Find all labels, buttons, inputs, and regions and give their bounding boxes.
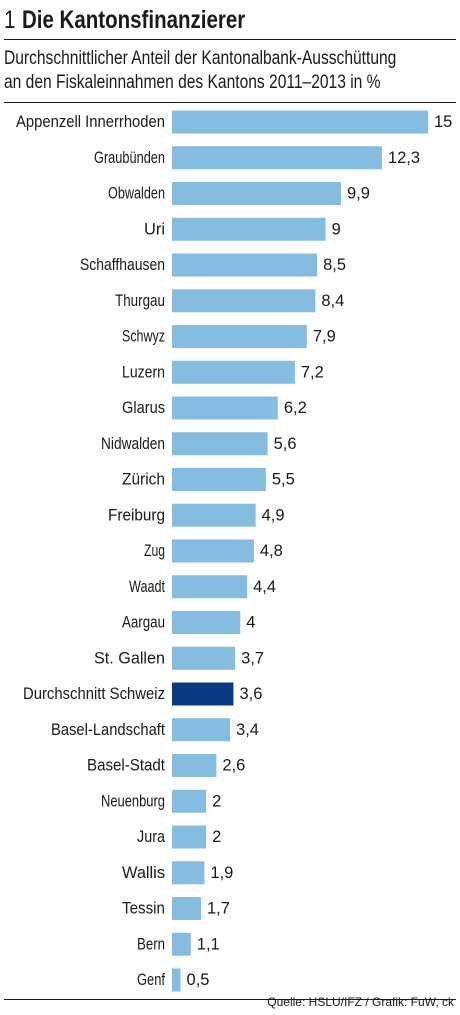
value-label: 4: [246, 614, 255, 632]
category-label: Thurgau: [115, 292, 165, 310]
value-label: 5,6: [274, 435, 297, 453]
category-label: Appenzell Innerrhoden: [16, 113, 165, 131]
bar: [172, 968, 181, 992]
value-label: 4,8: [260, 542, 283, 560]
value-label: 8,5: [323, 256, 346, 274]
category-label: Schwyz: [122, 328, 165, 346]
value-label: 1,1: [197, 935, 220, 953]
category-label: Zürich: [122, 471, 165, 489]
bar: [172, 325, 307, 348]
category-label: Obwalden: [108, 185, 165, 203]
category-label: Basel-Stadt: [87, 757, 165, 775]
bar: [172, 253, 318, 277]
value-label: 9,9: [347, 185, 370, 203]
bar: [172, 217, 326, 241]
bar: [172, 611, 241, 634]
value-label: 3,4: [236, 721, 259, 739]
bar: [172, 575, 248, 599]
category-label: Zug: [144, 542, 165, 560]
category-label: St. Gallen: [94, 649, 165, 667]
subtitle-line-2: an den Fiskaleinnahmen des Kantons 2011–…: [4, 72, 381, 93]
chart-title-text: Die Kantonsfinanzierer: [21, 6, 246, 34]
bar: [172, 468, 266, 491]
value-label: 5,5: [272, 471, 295, 489]
value-label: 7,2: [301, 363, 324, 381]
bar: [172, 146, 382, 170]
bar: [172, 789, 207, 813]
value-label: 7,9: [313, 328, 336, 346]
chart-title: 1 Die Kantonsfinanzierer: [4, 4, 375, 36]
category-label: Uri: [144, 220, 165, 238]
category-label: Wallis: [122, 864, 165, 882]
bar: [172, 110, 428, 134]
category-label: Nidwalden: [101, 435, 165, 453]
category-label: Basel-Landschaft: [51, 721, 165, 739]
category-label: Schaffhausen: [80, 256, 165, 274]
category-label: Graubünden: [94, 149, 165, 167]
value-label: 3,7: [241, 649, 264, 667]
category-label: Luzern: [122, 363, 165, 381]
category-label: Aargau: [122, 614, 165, 632]
bar: [172, 503, 256, 527]
title-rule: [4, 39, 456, 40]
value-label: 0,5: [187, 971, 210, 989]
category-label: Tessin: [122, 900, 165, 918]
bar: [172, 718, 231, 742]
value-label: 1,9: [210, 864, 233, 882]
category-label: Jura: [137, 828, 166, 846]
value-label: 3,6: [239, 685, 262, 703]
category-label: Neuenburg: [101, 792, 165, 810]
category-label: Freiburg: [108, 506, 165, 524]
category-label: Waadt: [129, 578, 165, 596]
bar: [172, 932, 191, 956]
bar: [172, 182, 341, 205]
value-label: 4,4: [253, 578, 276, 596]
category-label: Durchschnitt Schweiz: [23, 685, 165, 703]
chart-number: 1: [4, 6, 16, 34]
bar: [172, 289, 316, 313]
value-label: 6,2: [284, 399, 307, 417]
chart-subtitle: Durchschnittlicher Anteil der Kantonalba…: [4, 47, 396, 95]
bar: [172, 646, 236, 670]
value-label: 2: [212, 792, 221, 810]
bar: [172, 396, 278, 420]
bar: [172, 754, 217, 777]
value-label: 2,6: [222, 757, 245, 775]
source-note: Quelle: HSLU/IFZ / Grafik: FuW, ck: [267, 995, 454, 1009]
bar: [172, 539, 254, 563]
value-label: 15: [434, 113, 452, 131]
value-label: 4,9: [262, 506, 285, 524]
bar: [172, 897, 202, 920]
value-label: 9: [332, 220, 341, 238]
bar: [172, 825, 207, 849]
category-label: Genf: [137, 971, 165, 989]
bar-highlight: [172, 682, 234, 706]
value-label: 12,3: [388, 149, 420, 167]
subtitle-line-1: Durchschnittlicher Anteil der Kantonalba…: [4, 48, 397, 69]
chart-header: 1 Die Kantonsfinanzierer Durchschnittlich…: [4, 4, 456, 103]
value-label: 8,4: [321, 292, 344, 310]
category-label: Glarus: [122, 399, 165, 417]
bar: [172, 360, 295, 384]
subtitle-rule: [4, 102, 456, 103]
bar: [172, 432, 268, 456]
value-label: 2: [212, 828, 221, 846]
value-label: 1,7: [207, 900, 230, 918]
category-label: Bern: [137, 935, 165, 953]
bar: [172, 861, 205, 885]
